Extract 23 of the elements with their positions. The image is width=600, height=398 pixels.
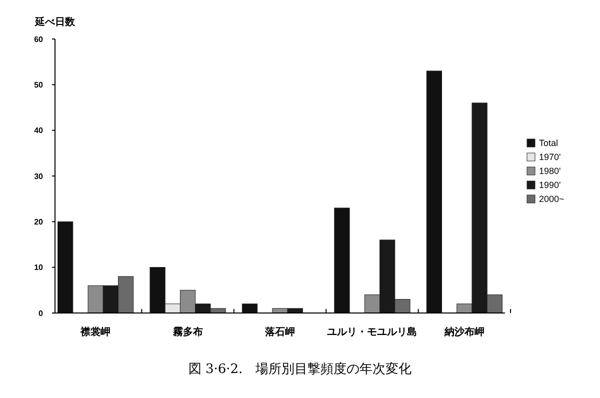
- y-tick-label: 50: [34, 80, 44, 90]
- legend-label: Total: [539, 138, 558, 148]
- x-tick-label: 霧多布: [172, 326, 203, 338]
- legend-label: 1980': [539, 166, 562, 176]
- x-tick-label: 納沙布岬: [443, 326, 484, 338]
- legend-label: 2000~: [539, 194, 564, 204]
- x-tick-label: 落石岬: [264, 326, 295, 338]
- y-tick-label: 0: [38, 308, 44, 318]
- y-tick-label: 40: [34, 126, 44, 136]
- bar: [58, 221, 74, 314]
- y-axis-title: 延べ日数: [34, 16, 76, 28]
- y-tick-label: 60: [34, 34, 44, 44]
- bar: [426, 70, 442, 314]
- y-tick-label: 30: [34, 172, 44, 181]
- x-tick-label: 襟裳岬: [80, 326, 111, 338]
- bar: [334, 208, 350, 314]
- text: 図 3·6·2. 場所別目撃頻度の年次変化: [188, 361, 412, 377]
- y-tick-label: 20: [34, 217, 44, 226]
- legend-label: 1970': [539, 152, 562, 162]
- bar: [242, 304, 258, 314]
- y-tick-label: 10: [34, 263, 44, 272]
- x-tick-label: ユルリ・モユルリ島: [327, 326, 418, 338]
- legend-label: 1990': [539, 180, 562, 190]
